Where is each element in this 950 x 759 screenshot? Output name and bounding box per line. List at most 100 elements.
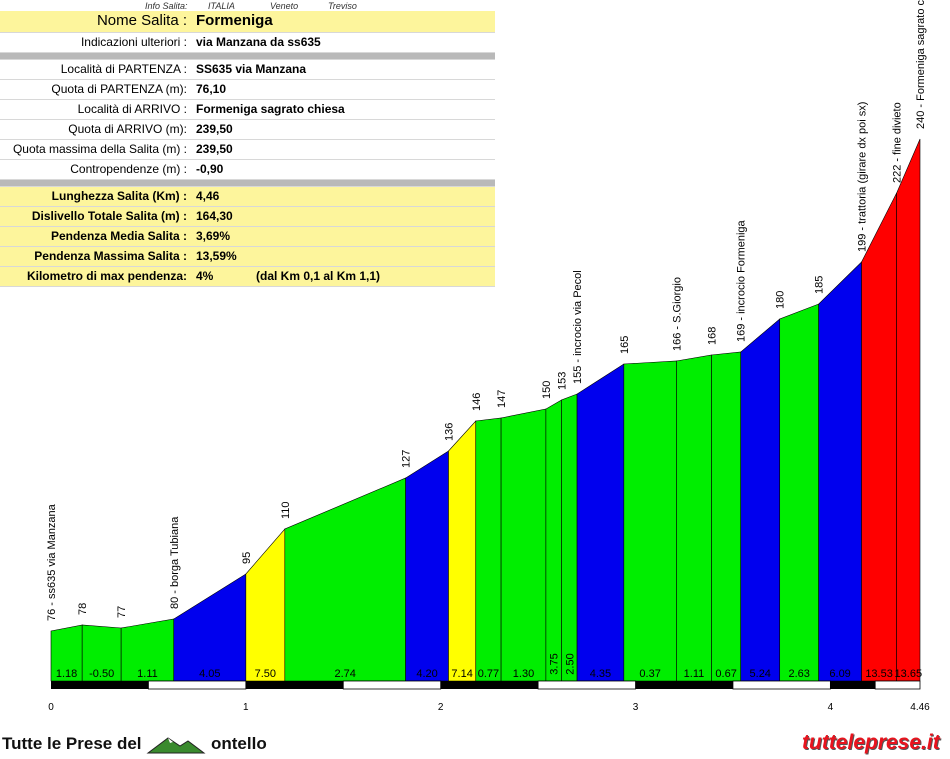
info-row-value: SS635 via Manzana (196, 62, 307, 76)
grade-label: 4.35 (590, 668, 611, 680)
grade-label: 2.74 (335, 668, 356, 680)
point-label: 150 (541, 381, 553, 399)
summary-label: Kilometro di max pendenza: (26, 269, 187, 283)
point-label: 95 (241, 552, 253, 564)
x-tick-label: 1 (243, 702, 249, 713)
profile-segment (818, 261, 862, 682)
x-tick-label: 3 (633, 702, 639, 713)
profile-segment (561, 393, 578, 682)
km-bar-black (830, 681, 876, 689)
info-row-label: Quota di ARRIVO (m): (68, 122, 187, 136)
info-label: Info Salita: (145, 1, 188, 11)
info-row-value: -0,90 (196, 162, 224, 176)
profile-segment (740, 318, 781, 682)
point-label: 78 (77, 603, 89, 615)
summary-value: 4% (196, 269, 214, 283)
km-bar-white (537, 680, 636, 690)
info-row: Indicazioni ulteriori : via Manzana da s… (0, 33, 495, 53)
separator (0, 53, 495, 60)
summary-value: 13,59% (196, 249, 237, 263)
climb-name-label: Nome Salita : (96, 12, 187, 29)
profile-segment (576, 363, 625, 682)
summary-label: Pendenza Massima Salita : (34, 249, 187, 263)
profile-segment (500, 408, 547, 682)
country-label: ITALIA (208, 1, 235, 11)
summary-value: 3,69% (196, 229, 231, 243)
summary-value: 4,46 (196, 189, 220, 203)
climb-name-row: Nome Salita : Formeniga (0, 11, 495, 33)
grade-label: 7.14 (451, 668, 472, 680)
profile-segment (623, 360, 677, 682)
summary-label: Pendenza Media Salita : (50, 229, 187, 243)
info-row-value: Formeniga sagrato chiesa (196, 102, 345, 116)
info-row-value: 239,50 (196, 122, 233, 136)
point-label: 77 (116, 606, 128, 618)
summary-row: Kilometro di max pendenza: 4% (dal Km 0,… (0, 267, 495, 287)
km-bar-white (874, 680, 921, 690)
grade-label: 0.67 (715, 668, 736, 680)
x-tick-label: 4 (828, 702, 834, 713)
grade-label: 1.11 (137, 668, 158, 680)
point-label: 165 (619, 336, 631, 354)
grade-label: 2.50 (564, 653, 576, 674)
point-label: 110 (280, 501, 292, 519)
info-row-value: via Manzana da ss635 (196, 35, 321, 49)
grade-label: 3.75 (549, 653, 561, 674)
summary-row: Pendenza Massima Salita : 13,59% (0, 247, 495, 267)
info-row-value: 76,10 (196, 82, 227, 96)
profile-segment (448, 420, 477, 682)
climb-name-value: Formeniga (196, 12, 273, 29)
grade-label: 7.50 (255, 668, 276, 680)
point-label: 136 (443, 423, 455, 441)
info-header: Info Salita: ITALIA Veneto Treviso (0, 0, 495, 11)
info-row-value: 239,50 (196, 142, 233, 156)
info-row-label: Quota di PARTENZA (m): (51, 82, 187, 96)
point-label: 80 - borga Tubiana (169, 516, 181, 609)
summary-row: Lunghezza Salita (Km) : 4,46 (0, 187, 495, 207)
point-label: 153 (556, 372, 568, 390)
profile-segment (545, 399, 562, 682)
summary-row: Pendenza Media Salita : 3,69% (0, 227, 495, 247)
profile-segment (475, 417, 502, 682)
point-label: 199 - trattoria (girare dx poi sx) (857, 102, 869, 252)
x-tick-label: 4.46 (910, 702, 930, 713)
footer-text-1: Tutte le Prese del (2, 734, 142, 753)
info-row-label: Indicazioni ulteriori : (80, 35, 187, 49)
province-label: Treviso (328, 1, 357, 11)
grade-label: 1.11 (684, 668, 705, 680)
profile-segment (779, 303, 819, 682)
summary-label: Dislivello Totale Salita (m) : (31, 209, 187, 223)
footer-text-2: ontello (210, 734, 267, 753)
info-row: Quota di PARTENZA (m): 76,10 (0, 80, 495, 100)
km-bar-white (342, 680, 442, 690)
profile-segment (405, 450, 449, 682)
grade-label: 1.18 (56, 668, 77, 680)
grade-label: 6.09 (829, 668, 850, 680)
profile-segment (284, 477, 406, 682)
point-label: 222 - fine divieto (892, 102, 904, 183)
point-label: 155 - incrocio via Pecol (572, 270, 584, 384)
profile-segment (711, 351, 742, 682)
km-bar-white (148, 680, 247, 690)
km-bar-black (245, 681, 344, 689)
point-label: 168 (707, 327, 719, 345)
point-label: 146 (471, 393, 483, 411)
point-label: 185 (814, 276, 826, 294)
point-label: 180 (775, 291, 787, 309)
mountain-logo-icon (146, 737, 206, 754)
km-bar-white (732, 680, 831, 690)
profile-segment (861, 192, 897, 682)
point-label: 166 - S.Giorgio (671, 277, 683, 351)
km-bar-black (635, 681, 733, 689)
grade-label: -0.50 (89, 668, 114, 680)
summary-label: Lunghezza Salita (Km) : (51, 189, 187, 203)
grade-label: 13.53 (865, 668, 893, 680)
point-label: 147 (496, 390, 508, 408)
profile-segment (676, 354, 712, 682)
grade-label: 1.30 (513, 668, 534, 680)
grade-label: 2.63 (788, 668, 809, 680)
info-row-label: Contropendenze (m) : (70, 162, 187, 176)
grade-label: 5.24 (750, 668, 771, 680)
info-row: Località di ARRIVO : Formeniga sagrato c… (0, 100, 495, 120)
